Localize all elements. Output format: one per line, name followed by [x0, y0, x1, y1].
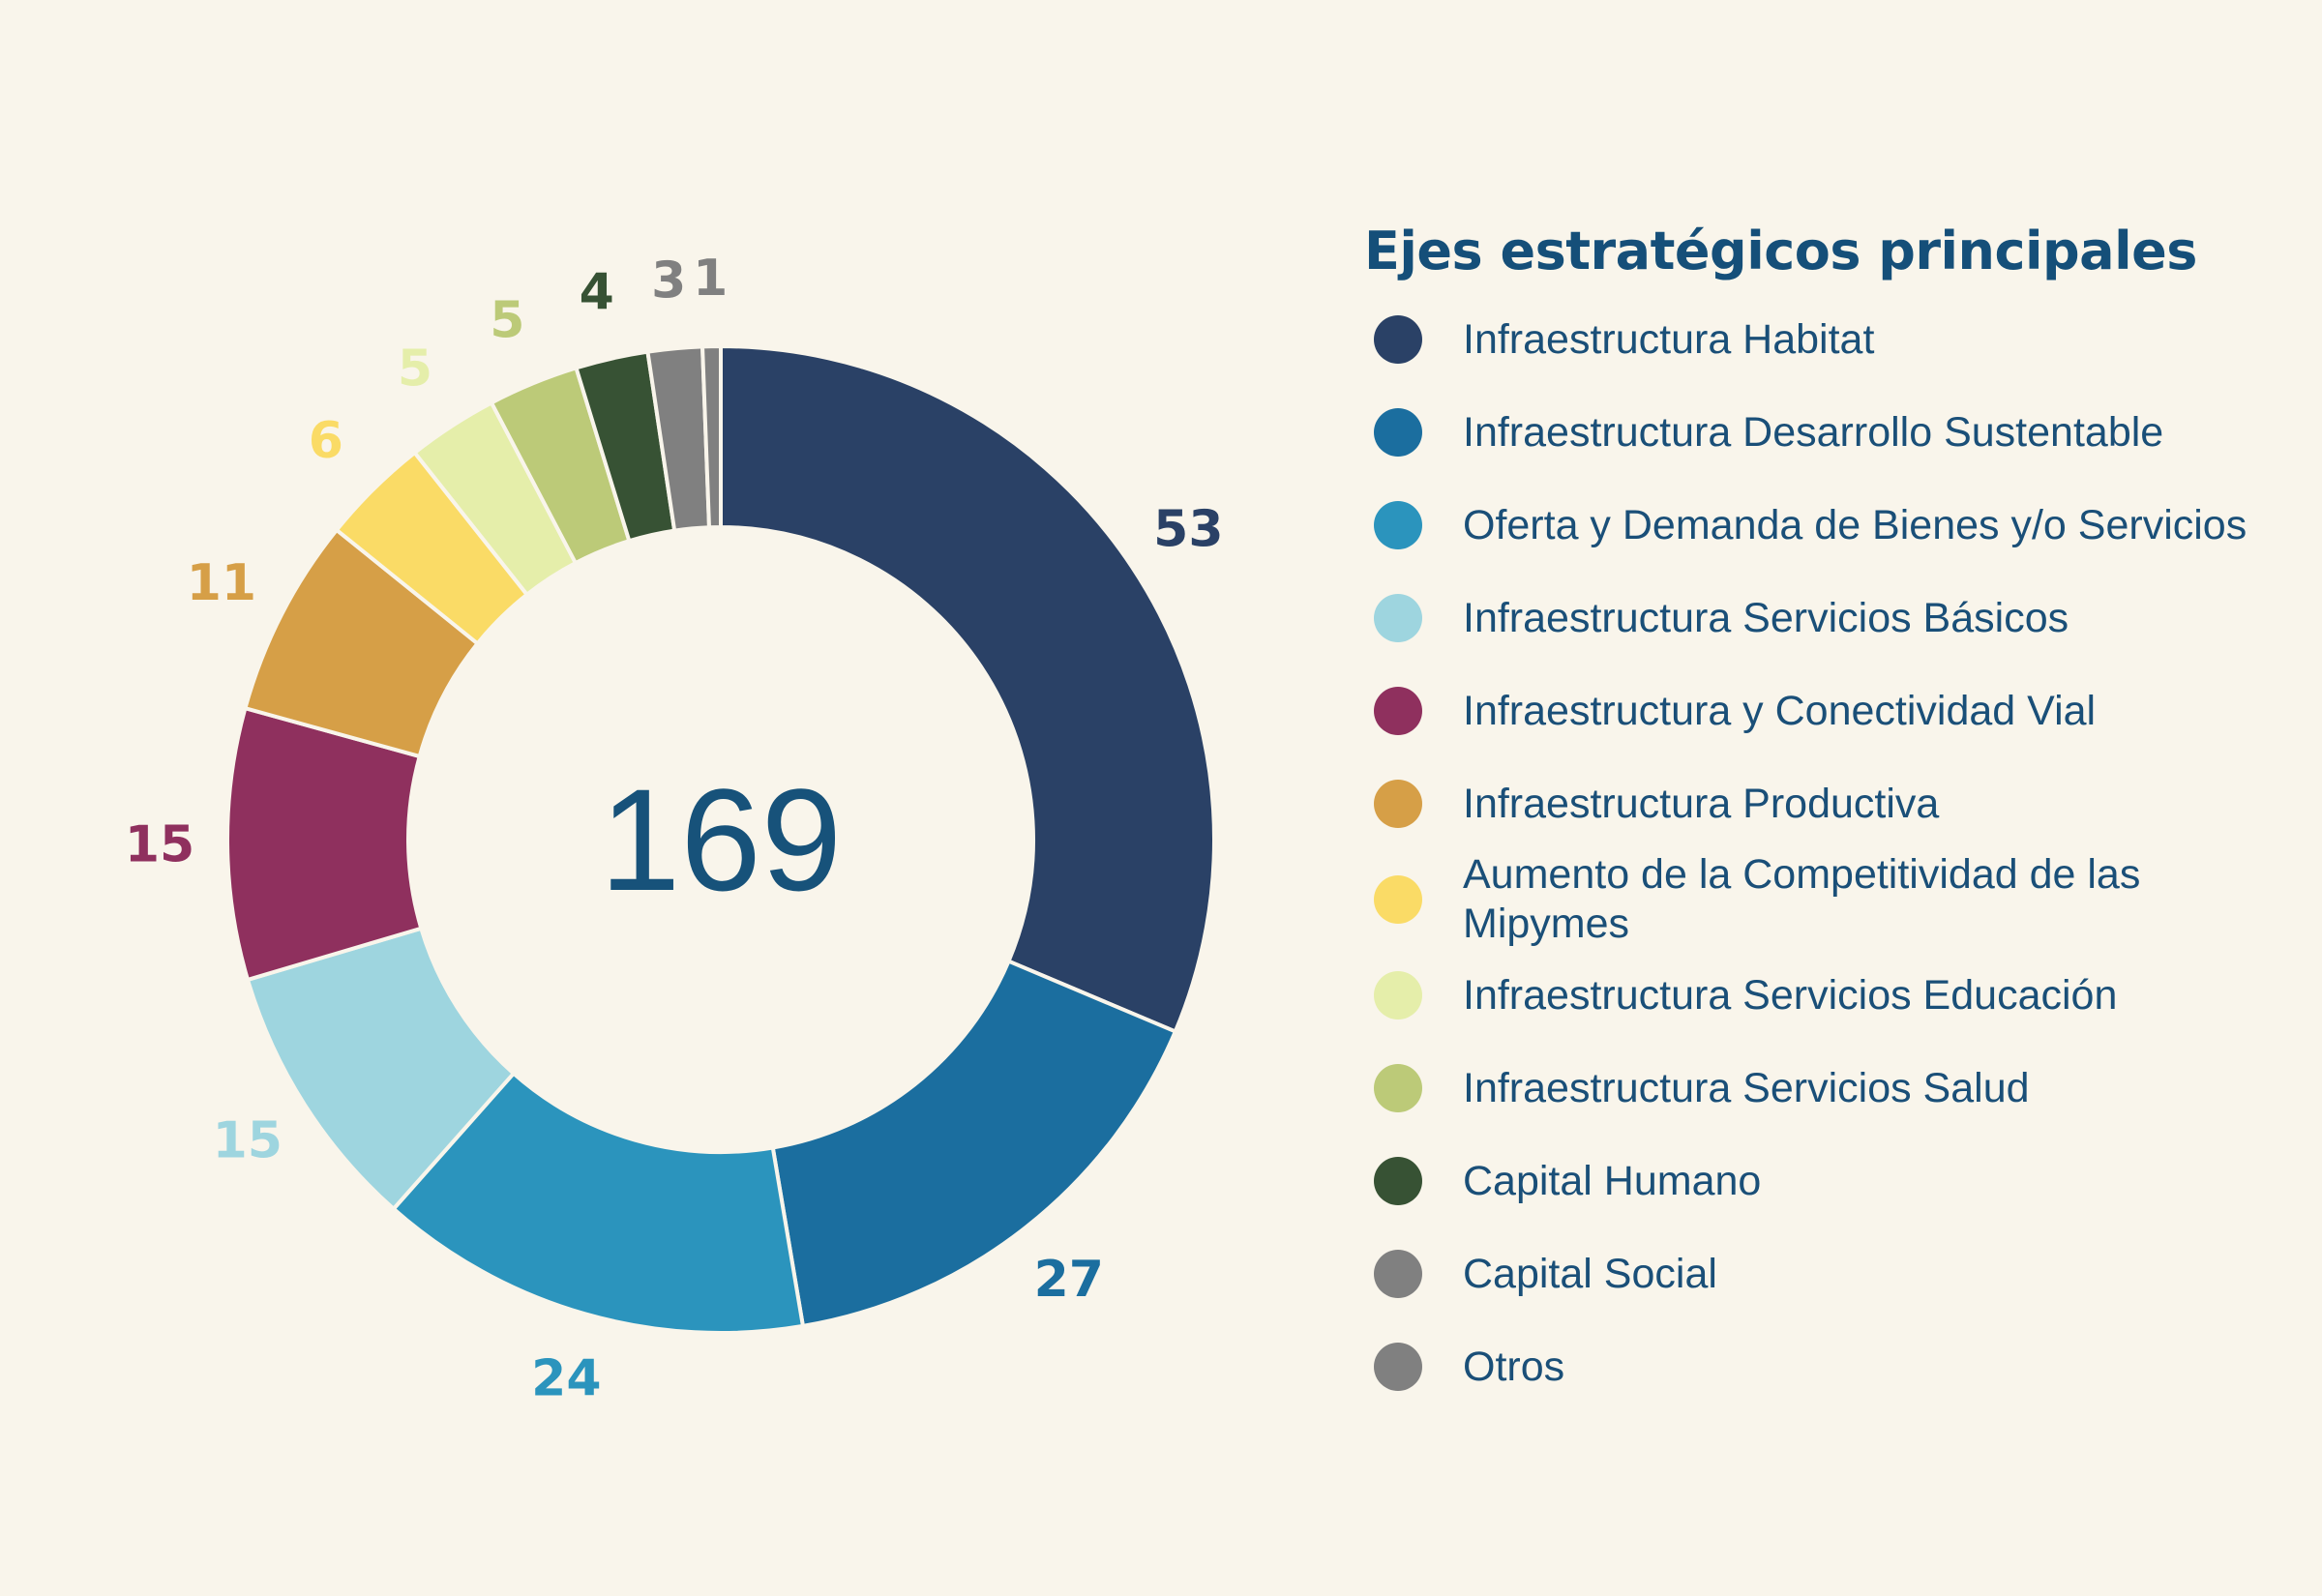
donut-slice [770, 959, 1178, 1329]
slice-value-label: 11 [187, 554, 256, 612]
legend-item: Aumento de la Competitividad de las Mipy… [1364, 850, 2293, 949]
legend-swatch [1374, 1157, 1422, 1205]
legend-item: Infraestructura y Conectividad Vial [1364, 665, 2293, 757]
donut-slice [719, 343, 1217, 1035]
slice-value-label: 15 [213, 1112, 283, 1170]
legend-swatch [1374, 1250, 1422, 1298]
slice-value-label: 27 [1034, 1251, 1104, 1309]
legend-item: Infraestructura Habitat [1364, 293, 2293, 386]
legend-swatch [1374, 687, 1422, 735]
legend-item: Capital Social [1364, 1227, 2293, 1320]
slice-value-label: 4 [580, 263, 614, 321]
slice-value-label: 5 [490, 292, 524, 350]
legend-label: Infraestructura y Conectividad Vial [1463, 687, 2097, 734]
slice-value-label: 15 [125, 815, 194, 873]
legend-item: Oferta y Demanda de Bienes y/o Servicios [1364, 479, 2293, 572]
legend-swatch [1374, 780, 1422, 828]
legend-label: Infraestructura Habitat [1463, 315, 1875, 363]
donut-slice [700, 343, 723, 530]
donut-slices [225, 343, 1217, 1335]
slice-value-label: 1 [693, 250, 728, 308]
legend-swatch [1374, 315, 1422, 364]
legend-label: Otros [1463, 1343, 1565, 1390]
legend-swatch [1374, 594, 1422, 642]
legend-swatch [1374, 875, 1422, 924]
legend-label: Capital Humano [1463, 1157, 1762, 1204]
slice-value-label: 53 [1153, 500, 1223, 558]
slice-value-label: 3 [651, 252, 686, 310]
legend-label: Infraestructura Desarrollo Sustentable [1463, 408, 2164, 456]
legend-swatch [1374, 501, 1422, 549]
legend-swatch [1374, 1343, 1422, 1391]
legend-label: Infraestructura Servicios Educación [1463, 971, 2118, 1019]
center-total-value: 169 [600, 758, 842, 921]
legend-label: Oferta y Demanda de Bienes y/o Servicios [1463, 501, 2248, 548]
legend-swatch [1374, 408, 1422, 457]
legend-items: Infraestructura Habitat Infraestructura D… [1364, 293, 2293, 1413]
legend-item: Infraestructura Desarrollo Sustentable [1364, 386, 2293, 479]
legend-swatch [1374, 971, 1422, 1020]
legend-item: Infraestructura Servicios Educación [1364, 949, 2293, 1042]
donut-slice [390, 1070, 806, 1335]
legend: Ejes estratégicos principales Infraestru… [1364, 221, 2293, 1413]
legend-item: Capital Humano [1364, 1135, 2293, 1227]
legend-item: Infraestructura Servicios Básicos [1364, 572, 2293, 665]
legend-title: Ejes estratégicos principales [1364, 221, 2197, 281]
slice-value-label: 24 [531, 1350, 601, 1408]
legend-label: Aumento de la Competitividad de las Mipy… [1463, 851, 2141, 947]
slice-value-label: 6 [309, 412, 343, 470]
legend-label: Infraestructura Servicios Básicos [1463, 594, 2069, 641]
slice-value-label: 5 [398, 340, 432, 399]
legend-label: Capital Social [1463, 1250, 1717, 1297]
legend-label: Infraestructura Productiva [1463, 780, 1940, 827]
legend-label: Infraestructura Servicios Salud [1463, 1064, 2030, 1111]
legend-item: Otros [1364, 1320, 2293, 1413]
legend-item: Infraestructura Servicios Salud [1364, 1042, 2293, 1135]
legend-item: Infraestructura Productiva [1364, 757, 2293, 850]
legend-swatch [1374, 1064, 1422, 1112]
